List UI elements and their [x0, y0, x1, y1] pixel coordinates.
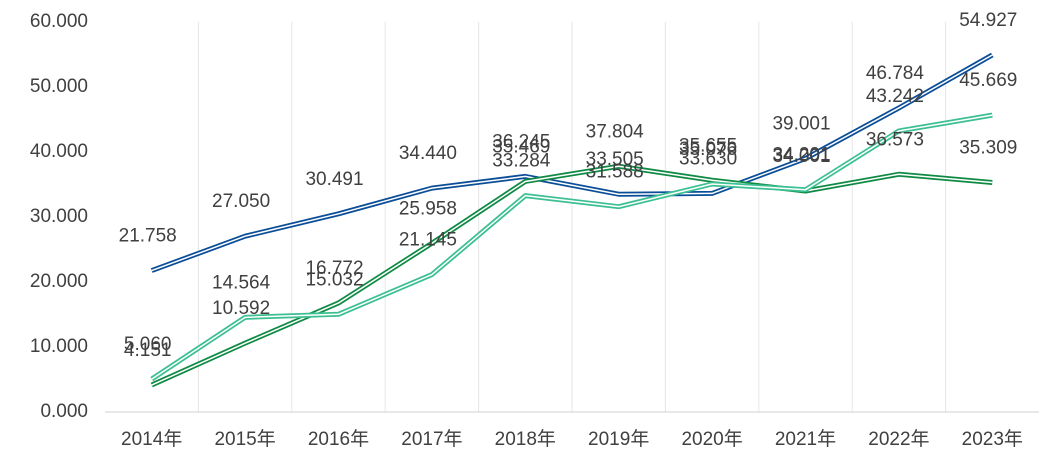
data-label: 35.655: [679, 135, 737, 156]
data-label: 27.050: [212, 191, 270, 212]
data-label: 54.927: [959, 10, 1017, 31]
x-tick-label: 2014年: [121, 428, 182, 450]
x-tick-label: 2022年: [868, 428, 929, 450]
x-tick-label: 2016年: [308, 428, 369, 450]
data-label: 46.784: [866, 63, 925, 84]
data-label: 34.201: [772, 145, 830, 166]
data-label: 34.001: [772, 146, 830, 167]
data-label: 10.592: [212, 298, 270, 319]
data-label: 36.573: [866, 129, 924, 150]
data-label: 33.630: [679, 148, 737, 169]
data-label: 14.564: [212, 272, 271, 293]
y-tick-label: 20.000: [30, 271, 88, 292]
x-tick-label: 2021年: [775, 428, 836, 450]
data-label: 15.032: [305, 269, 363, 290]
data-label: 4.151: [124, 340, 172, 361]
line-highlight: [151, 54, 993, 272]
y-tick-label: 0.000: [40, 401, 88, 422]
data-label: 25.958: [399, 198, 457, 219]
x-tick-label: 2017年: [401, 428, 462, 450]
y-tick-label: 40.000: [30, 141, 88, 162]
data-label: 34.440: [399, 143, 457, 164]
data-label: 43.242: [866, 86, 924, 107]
data-label: 16.772: [305, 258, 363, 279]
data-label: 21.758: [119, 226, 177, 247]
x-tick-label: 2023年: [962, 428, 1023, 450]
data-label: 21.145: [399, 230, 457, 251]
y-tick-label: 60.000: [30, 11, 88, 32]
data-label: 33.505: [586, 149, 644, 170]
data-label: 37.804: [586, 121, 645, 142]
data-label: 35.469: [492, 136, 550, 157]
x-tick-label: 2015年: [214, 428, 275, 450]
x-tick-label: 2019年: [588, 428, 649, 450]
data-label: 39.001: [772, 114, 830, 135]
line-highlight: [151, 114, 993, 380]
data-label: 35.309: [959, 138, 1017, 159]
data-label: 30.491: [305, 169, 363, 190]
y-tick-label: 10.000: [30, 336, 88, 357]
data-label: 45.669: [959, 70, 1017, 91]
x-tick-label: 2018年: [495, 428, 556, 450]
y-tick-label: 50.000: [30, 76, 88, 97]
data-label: 5.060: [124, 334, 172, 355]
y-tick-label: 30.000: [30, 206, 88, 227]
line-highlight: [151, 165, 993, 386]
data-label: 35.076: [679, 139, 737, 160]
data-label: 31.588: [586, 162, 644, 183]
data-label: 33.284: [492, 151, 551, 172]
data-label: 36.245: [492, 131, 550, 152]
x-tick-label: 2020年: [681, 428, 742, 450]
